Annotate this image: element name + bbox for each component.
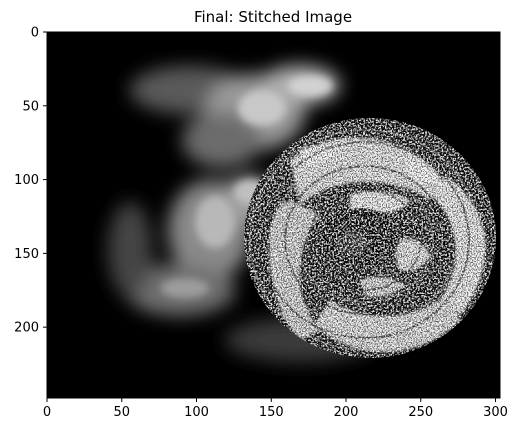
textured-sphere: [244, 118, 496, 358]
x-tick-label: 250: [408, 405, 433, 420]
x-tick-label: 50: [113, 405, 130, 420]
y-tick-label: 0: [31, 26, 39, 41]
x-tick-label: 100: [184, 405, 209, 420]
x-tick-label: 300: [483, 405, 508, 420]
figure-title: Final: Stitched Image: [194, 8, 352, 26]
y-tick-label: 100: [14, 173, 39, 188]
x-tick-label: 0: [43, 405, 51, 420]
y-tick-label: 150: [14, 247, 39, 262]
x-tick-label: 150: [259, 405, 284, 420]
x-tick-label: 200: [334, 405, 359, 420]
y-axis: 0 50 100 150 200: [14, 26, 47, 336]
x-axis: 0 50 100 150 200 250 300: [43, 398, 508, 420]
y-tick-label: 200: [14, 321, 39, 336]
stitched-image: [47, 32, 500, 398]
axes-frame: [46, 31, 501, 399]
y-tick-label: 50: [22, 99, 39, 114]
